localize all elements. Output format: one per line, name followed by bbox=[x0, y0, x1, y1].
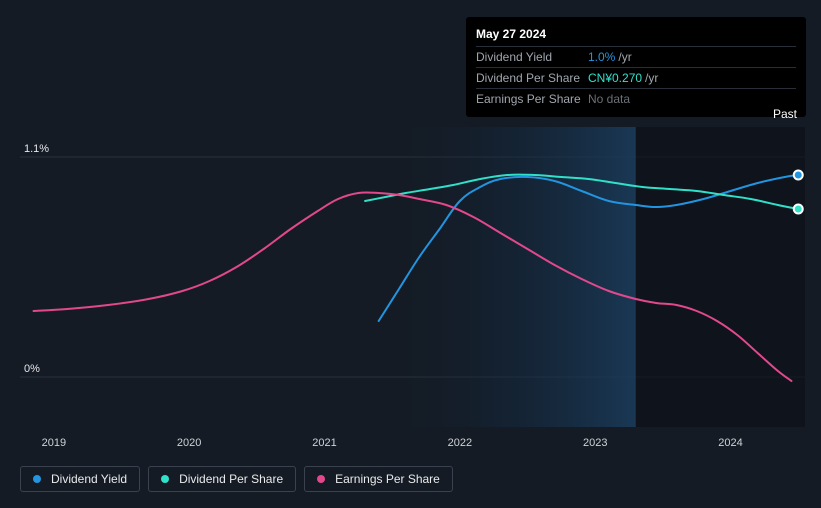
x-axis-tick: 2024 bbox=[718, 437, 742, 449]
legend-label: Dividend Per Share bbox=[179, 472, 283, 486]
x-axis-tick: 2021 bbox=[312, 437, 336, 449]
tooltip-row-value: CN¥0.270 bbox=[588, 69, 642, 87]
tooltip-row-label: Dividend Yield bbox=[476, 48, 588, 66]
x-axis-tick: 2020 bbox=[177, 437, 201, 449]
legend-label: Dividend Yield bbox=[51, 472, 127, 486]
y-axis-tick: 0% bbox=[24, 363, 40, 375]
tooltip-row-suffix: /yr bbox=[645, 69, 658, 87]
chart-container: Past 1.1% 0% 2019 2020 2021 2022 2023 2024 bbox=[20, 105, 805, 455]
legend-dot-icon bbox=[161, 475, 169, 483]
legend-label: Earnings Per Share bbox=[335, 472, 440, 486]
legend-dot-icon bbox=[317, 475, 325, 483]
x-axis-tick: 2019 bbox=[42, 437, 66, 449]
chart-plot bbox=[20, 127, 805, 427]
x-axis-tick: 2023 bbox=[583, 437, 607, 449]
past-label: Past bbox=[773, 107, 797, 121]
y-axis-tick: 1.1% bbox=[24, 143, 49, 155]
legend: Dividend Yield Dividend Per Share Earnings… bbox=[20, 466, 453, 492]
legend-dot-icon bbox=[33, 475, 41, 483]
tooltip-row-suffix: /yr bbox=[618, 48, 631, 66]
tooltip-row: Dividend Yield1.0%/yr bbox=[476, 46, 796, 67]
tooltip-date: May 27 2024 bbox=[476, 25, 796, 43]
x-axis-tick: 2022 bbox=[448, 437, 472, 449]
tooltip-card: May 27 2024 Dividend Yield1.0%/yrDividen… bbox=[466, 17, 806, 117]
legend-item[interactable]: Earnings Per Share bbox=[304, 466, 453, 492]
legend-item[interactable]: Dividend Per Share bbox=[148, 466, 296, 492]
tooltip-row-label: Dividend Per Share bbox=[476, 69, 588, 87]
legend-item[interactable]: Dividend Yield bbox=[20, 466, 140, 492]
tooltip-row: Dividend Per ShareCN¥0.270/yr bbox=[476, 67, 796, 88]
tooltip-row-value: 1.0% bbox=[588, 48, 615, 66]
